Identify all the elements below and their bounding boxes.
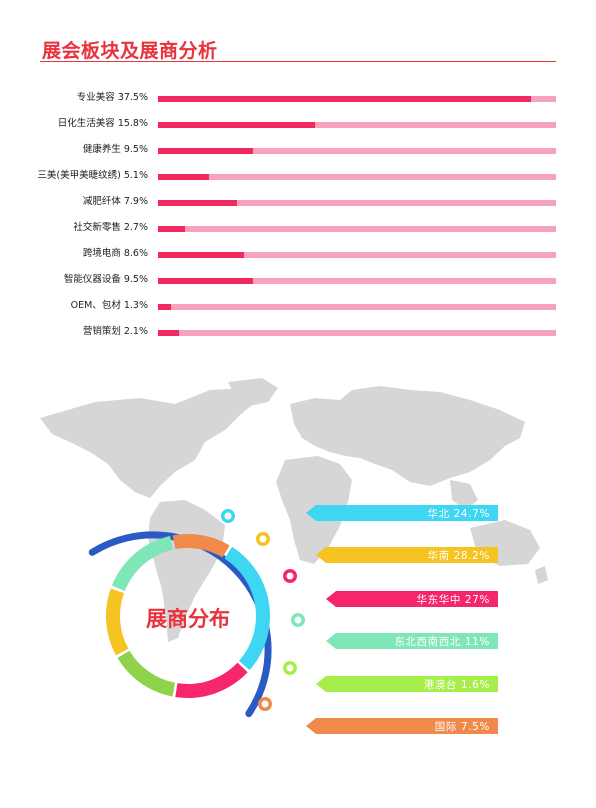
arc-marker-center xyxy=(261,700,269,708)
bar-track xyxy=(158,226,556,232)
bar-track xyxy=(158,200,556,206)
exhibitor-distribution-graphic: 展商分布 华北 24.7% 华南 28.2% 华东华中 27% 东北西南西北 11% 港… xyxy=(40,378,548,734)
bar-fill xyxy=(158,304,171,310)
bar-label: 三美(美甲美睫纹绣) 5.1% xyxy=(37,170,148,181)
bar-label: 日化生活美容 15.8% xyxy=(57,118,148,129)
sector-bar-chart: 专业美容 37.5% 日化生活美容 15.8% 健康养生 9.5% 三美(美甲美睫纹绣… xyxy=(0,0,596,360)
distribution-arc xyxy=(88,531,272,718)
bar-fill xyxy=(158,200,237,206)
bar-label: 专业美容 37.5% xyxy=(76,92,148,103)
region-label-text: 港澳台 1.6% xyxy=(424,678,490,691)
bar-fill xyxy=(158,96,531,102)
region-label-banner xyxy=(306,718,498,734)
bar-fill xyxy=(158,252,244,258)
region-label-banner xyxy=(326,633,498,649)
arc-marker-center xyxy=(224,512,232,520)
bar-label: 社交新零售 2.7% xyxy=(73,222,148,233)
bar-fill xyxy=(158,122,315,128)
bar-fill xyxy=(158,330,179,336)
donut-segment xyxy=(111,536,174,591)
region-label-text: 东北西南西北 11% xyxy=(394,635,490,648)
bar-track xyxy=(158,174,556,180)
region-label-text: 国际 7.5% xyxy=(435,721,490,733)
bar-track xyxy=(158,278,556,284)
donut-segment xyxy=(224,546,270,671)
arc-marker-center xyxy=(294,616,302,624)
region-labels: 华北 24.7% 华南 28.2% 华东华中 27% 东北西南西北 11% 港澳台 1.… xyxy=(306,505,498,734)
bar-track xyxy=(158,122,556,128)
bar-label: 减肥纤体 7.9% xyxy=(82,196,148,207)
bar-fill xyxy=(158,278,253,284)
bar-track xyxy=(158,330,556,336)
donut-segment xyxy=(117,650,176,697)
arc-marker-center xyxy=(286,572,294,580)
bar-track xyxy=(158,252,556,258)
arc-marker-center xyxy=(286,664,294,672)
bar-label: 跨境电商 8.6% xyxy=(82,248,148,259)
bar-fill xyxy=(158,174,209,180)
bar-label: OEM、包材 1.3% xyxy=(70,300,148,311)
bar-track xyxy=(158,304,556,310)
bar-label: 营销策划 2.1% xyxy=(82,326,148,337)
donut-segment xyxy=(172,534,230,558)
donut-segment xyxy=(106,588,129,656)
region-label-text: 华北 24.7% xyxy=(428,507,491,520)
arc-marker-center xyxy=(259,535,267,543)
bar-fill xyxy=(158,226,185,232)
region-label-banner xyxy=(316,547,498,563)
bar-label: 健康养生 9.5% xyxy=(82,144,148,155)
region-label-banner xyxy=(306,505,498,521)
bar-fill xyxy=(158,148,253,154)
region-label-banner xyxy=(316,676,498,692)
bar-track xyxy=(158,148,556,154)
donut-center-title: 展商分布 xyxy=(146,607,230,631)
bar-track xyxy=(158,96,556,102)
region-label-text: 华南 28.2% xyxy=(428,549,491,562)
title-divider xyxy=(40,61,556,62)
donut-segment xyxy=(175,662,248,698)
bar-label: 智能仪器设备 9.5% xyxy=(63,274,148,285)
page-title: 展会板块及展商分析 xyxy=(42,40,218,62)
region-label-text: 华东华中 27% xyxy=(417,593,490,606)
arc-markers xyxy=(221,509,305,711)
distribution-donut xyxy=(106,534,270,698)
region-label-banner xyxy=(326,591,498,607)
